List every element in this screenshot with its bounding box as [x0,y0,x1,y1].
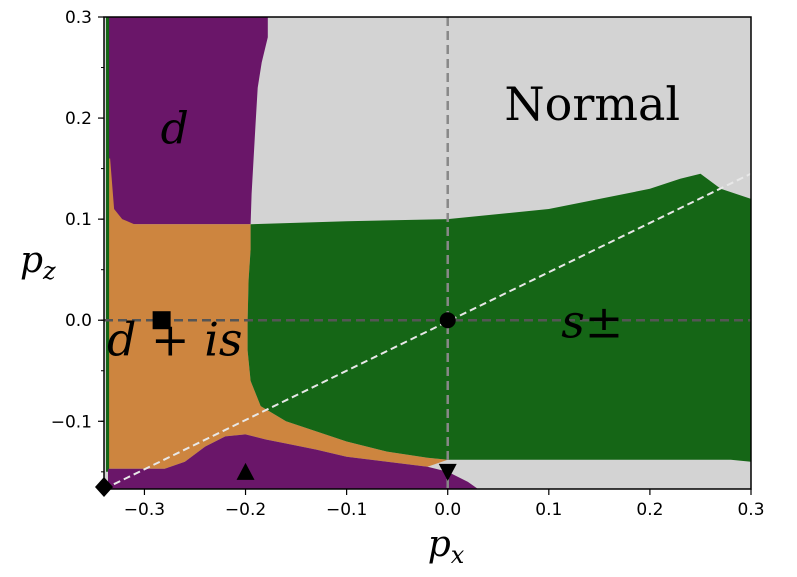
data-markers [95,311,457,497]
y-tick-label: 0.0 [65,311,92,331]
y-tick-label: −0.1 [51,412,92,432]
y-axis-label: pz [20,240,56,285]
reference-lines [104,17,751,489]
x-axis-label: px [428,524,465,569]
diagonal-dashed-line [104,172,751,489]
y-axis-label-subscript: z [42,257,56,285]
phase-regions [104,17,751,489]
x-tick-label: −0.1 [326,500,367,520]
region-d-bottom [108,434,478,489]
y-tick-label: 0.1 [65,210,92,230]
plot-frame [103,16,752,490]
region-label-d: d [161,103,189,154]
y-axis-label-main: p [20,240,43,281]
x-tick-label: 0.1 [535,500,562,520]
x-axis-label-subscript: x [451,541,465,569]
region-s-pm [106,17,110,472]
triangle-down-marker [438,463,457,481]
region-d [108,17,268,225]
x-tick-label: −0.2 [225,500,266,520]
circle-marker [439,312,456,329]
region-label-s-pm: s± [561,294,623,348]
region-label-Normal: Normal [504,77,680,131]
region-label-d+is: d + is [107,313,243,367]
square-marker [152,311,171,330]
y-tick-label: 0.2 [65,109,92,129]
region-d+is [108,158,448,469]
x-tick-label: 0.0 [434,500,461,520]
x-tick-label: 0.3 [737,500,764,520]
x-tick-label: 0.2 [636,500,663,520]
triangle-up-marker [236,462,255,480]
diamond-marker [95,476,113,497]
y-tick-label: 0.3 [65,8,92,28]
axis-ticks: −0.3 −0.2 −0.1 0.0 0.1 0.2 0.3 −0.1 0.0 0.1 0.2 0.3 [51,8,765,520]
x-axis-label-main: p [428,524,451,565]
region-labels: Normal d d + is s± [107,77,680,366]
region-s-pm-main [247,173,751,462]
x-tick-label: −0.3 [124,500,165,520]
